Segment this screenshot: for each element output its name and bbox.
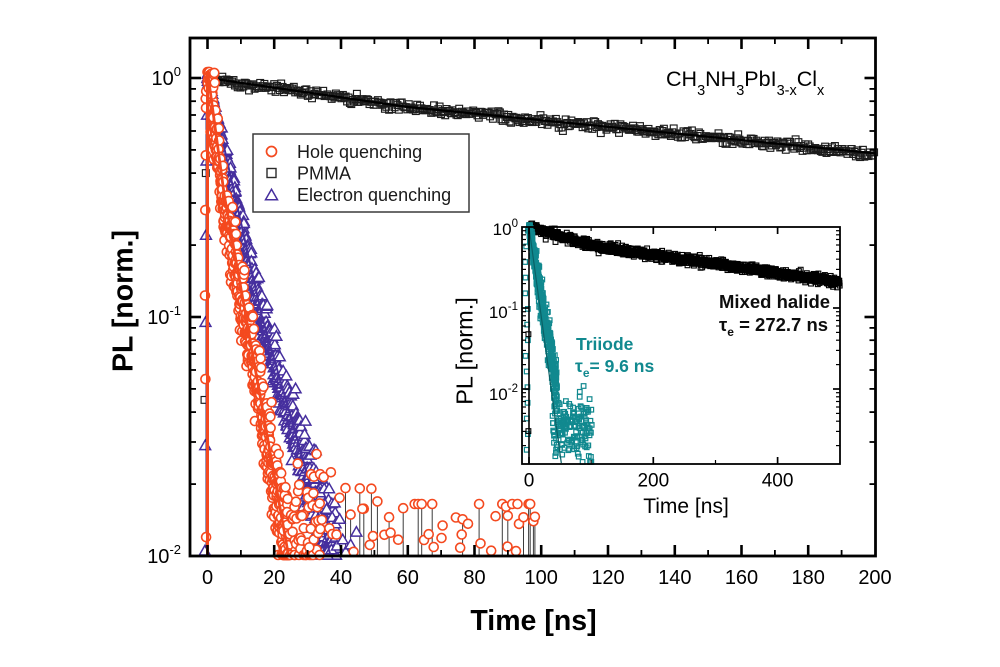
svg-text:100: 100 [493, 218, 518, 239]
svg-text:Hole quenching: Hole quenching [297, 142, 422, 162]
svg-text:PL [norm.]: PL [norm.] [452, 297, 478, 405]
svg-text:τe = 272.7 ns: τe = 272.7 ns [719, 314, 828, 339]
svg-text:Triiode: Triiode [576, 334, 634, 354]
svg-text:20: 20 [263, 567, 285, 589]
svg-text:10-1: 10-1 [489, 301, 518, 322]
svg-text:10-1: 10-1 [147, 303, 181, 329]
svg-text:120: 120 [591, 567, 624, 589]
svg-text:180: 180 [792, 567, 825, 589]
svg-text:140: 140 [658, 567, 691, 589]
svg-text:100: 100 [525, 567, 558, 589]
svg-text:60: 60 [397, 567, 419, 589]
svg-text:80: 80 [463, 567, 485, 589]
svg-text:Time [ns]: Time [ns] [470, 605, 596, 637]
svg-text:10-2: 10-2 [489, 383, 518, 404]
svg-text:10-2: 10-2 [147, 542, 181, 568]
svg-text:0: 0 [202, 567, 213, 589]
svg-text:40: 40 [330, 567, 352, 589]
svg-text:CH3NH3PbI3-xClx: CH3NH3PbI3-xClx [666, 67, 825, 99]
svg-text:Electron quenching: Electron quenching [297, 185, 451, 205]
svg-text:200: 200 [858, 567, 891, 589]
svg-text:0: 0 [524, 471, 535, 492]
svg-text:PMMA: PMMA [297, 164, 351, 184]
svg-text:Time [ns]: Time [ns] [643, 495, 729, 518]
svg-text:160: 160 [725, 567, 758, 589]
svg-text:400: 400 [762, 471, 794, 492]
svg-text:Mixed halide: Mixed halide [719, 291, 830, 312]
svg-text:PL [norm.]: PL [norm.] [108, 230, 140, 372]
svg-text:200: 200 [637, 471, 669, 492]
svg-text:100: 100 [152, 64, 181, 90]
